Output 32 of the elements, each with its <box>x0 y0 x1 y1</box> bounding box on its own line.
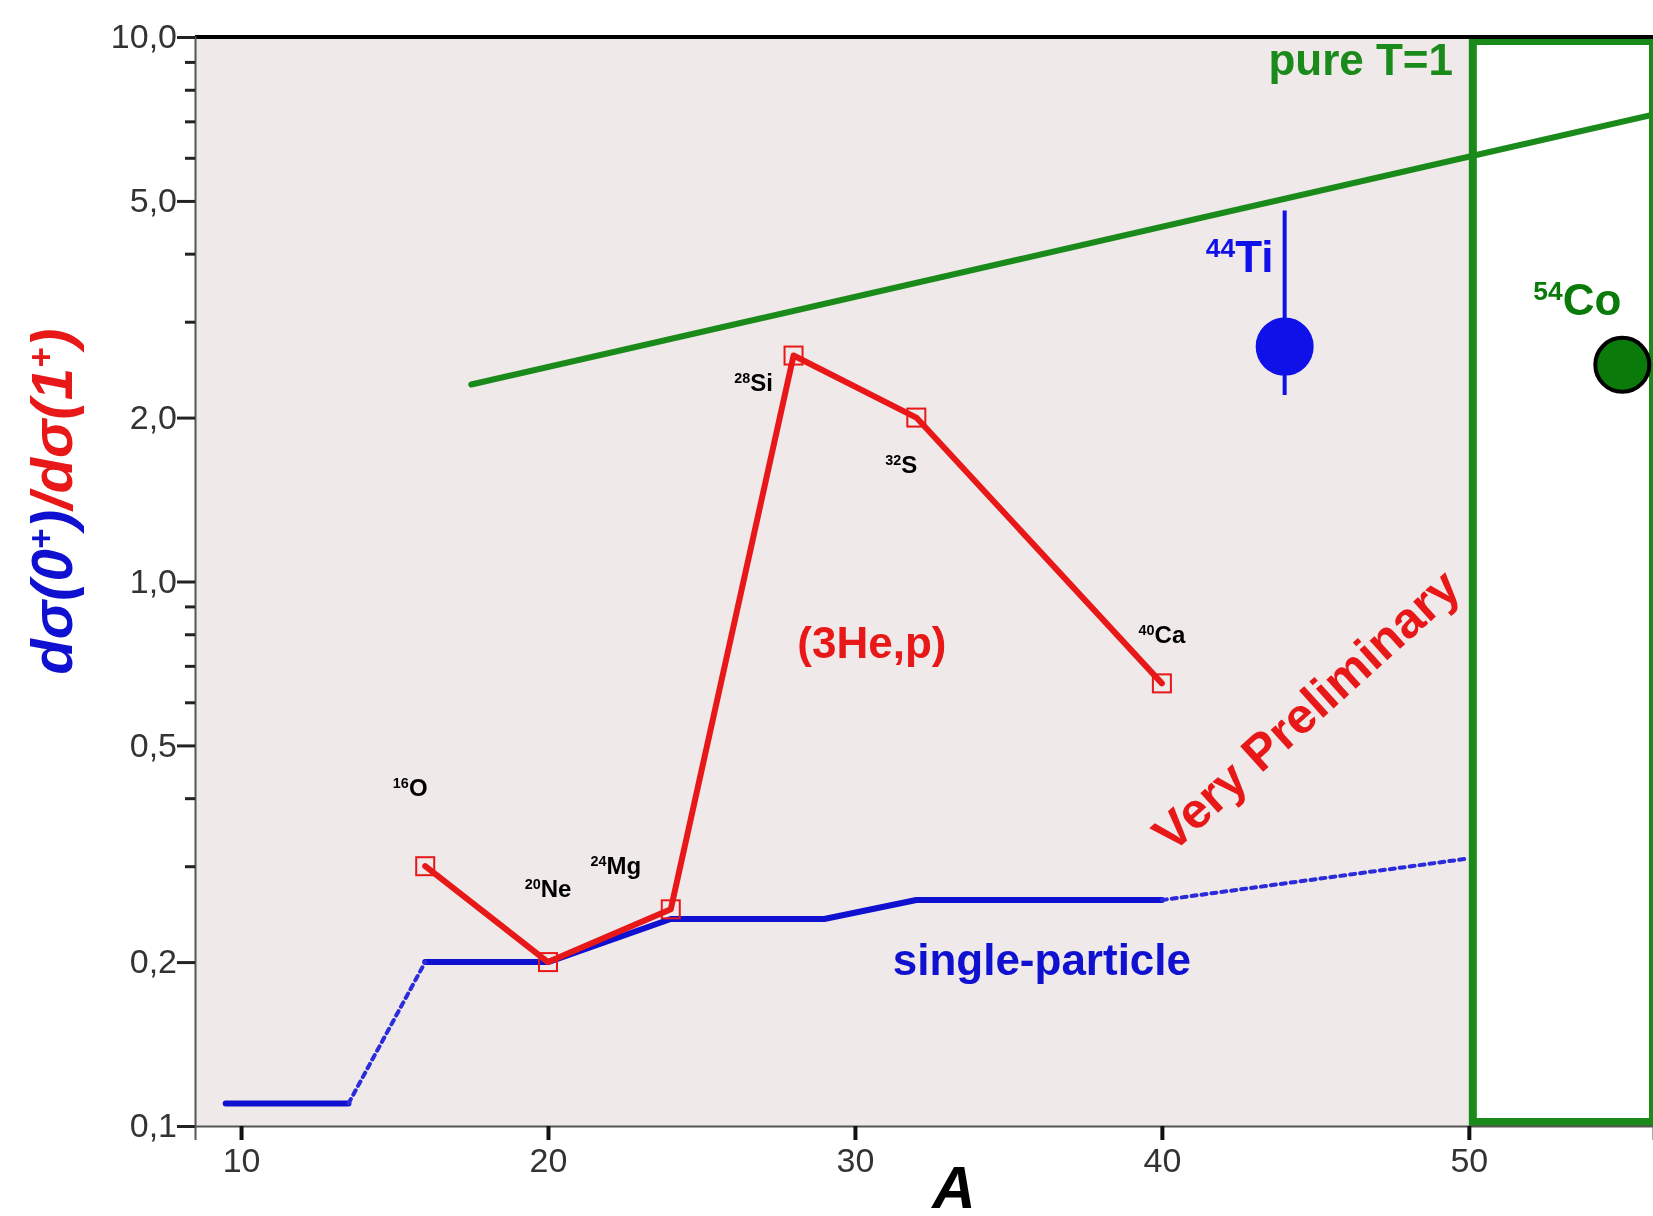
point <box>660 899 681 920</box>
y-tick-label: 5,0 <box>129 181 177 220</box>
annotation: $^{16}$O <box>392 774 428 802</box>
annotation: $^{40}$Ca <box>1138 621 1186 649</box>
point <box>1151 673 1172 694</box>
series-label: (3He,p) <box>797 618 947 668</box>
x-axis-title: A <box>930 1154 976 1216</box>
point <box>1255 317 1314 376</box>
y-tick-label: 10,0 <box>110 17 177 56</box>
x-tick-label: 10 <box>222 1141 261 1180</box>
annotation: $^{20}$Ne <box>524 875 572 903</box>
series-label: $^{44}$Ti <box>1205 231 1274 281</box>
annotation: $^{28}$Si <box>734 368 773 396</box>
x-tick-label: 20 <box>529 1141 568 1180</box>
x-tick-label: 30 <box>836 1141 875 1180</box>
series-label: $^{54}$Co <box>1533 274 1622 324</box>
point <box>415 856 436 877</box>
annotation: $^{32}$S <box>885 450 918 478</box>
series-label: pure T=1 <box>1268 34 1453 84</box>
y-tick-label: 0,1 <box>129 1106 177 1145</box>
y-tick-label: 1,0 <box>129 561 177 600</box>
y-tick-label: 0,5 <box>129 725 177 764</box>
x-tick-label: 50 <box>1450 1141 1489 1180</box>
point <box>537 952 558 973</box>
point <box>906 407 927 428</box>
point <box>1593 335 1652 394</box>
y-tick-label: 2,0 <box>129 397 177 436</box>
point <box>783 345 804 366</box>
series-label: single-particle <box>892 935 1192 985</box>
y-tick-label: 0,2 <box>129 942 177 981</box>
annotation: $^{24}$Mg <box>590 852 642 880</box>
x-tick-label: 40 <box>1143 1141 1182 1180</box>
